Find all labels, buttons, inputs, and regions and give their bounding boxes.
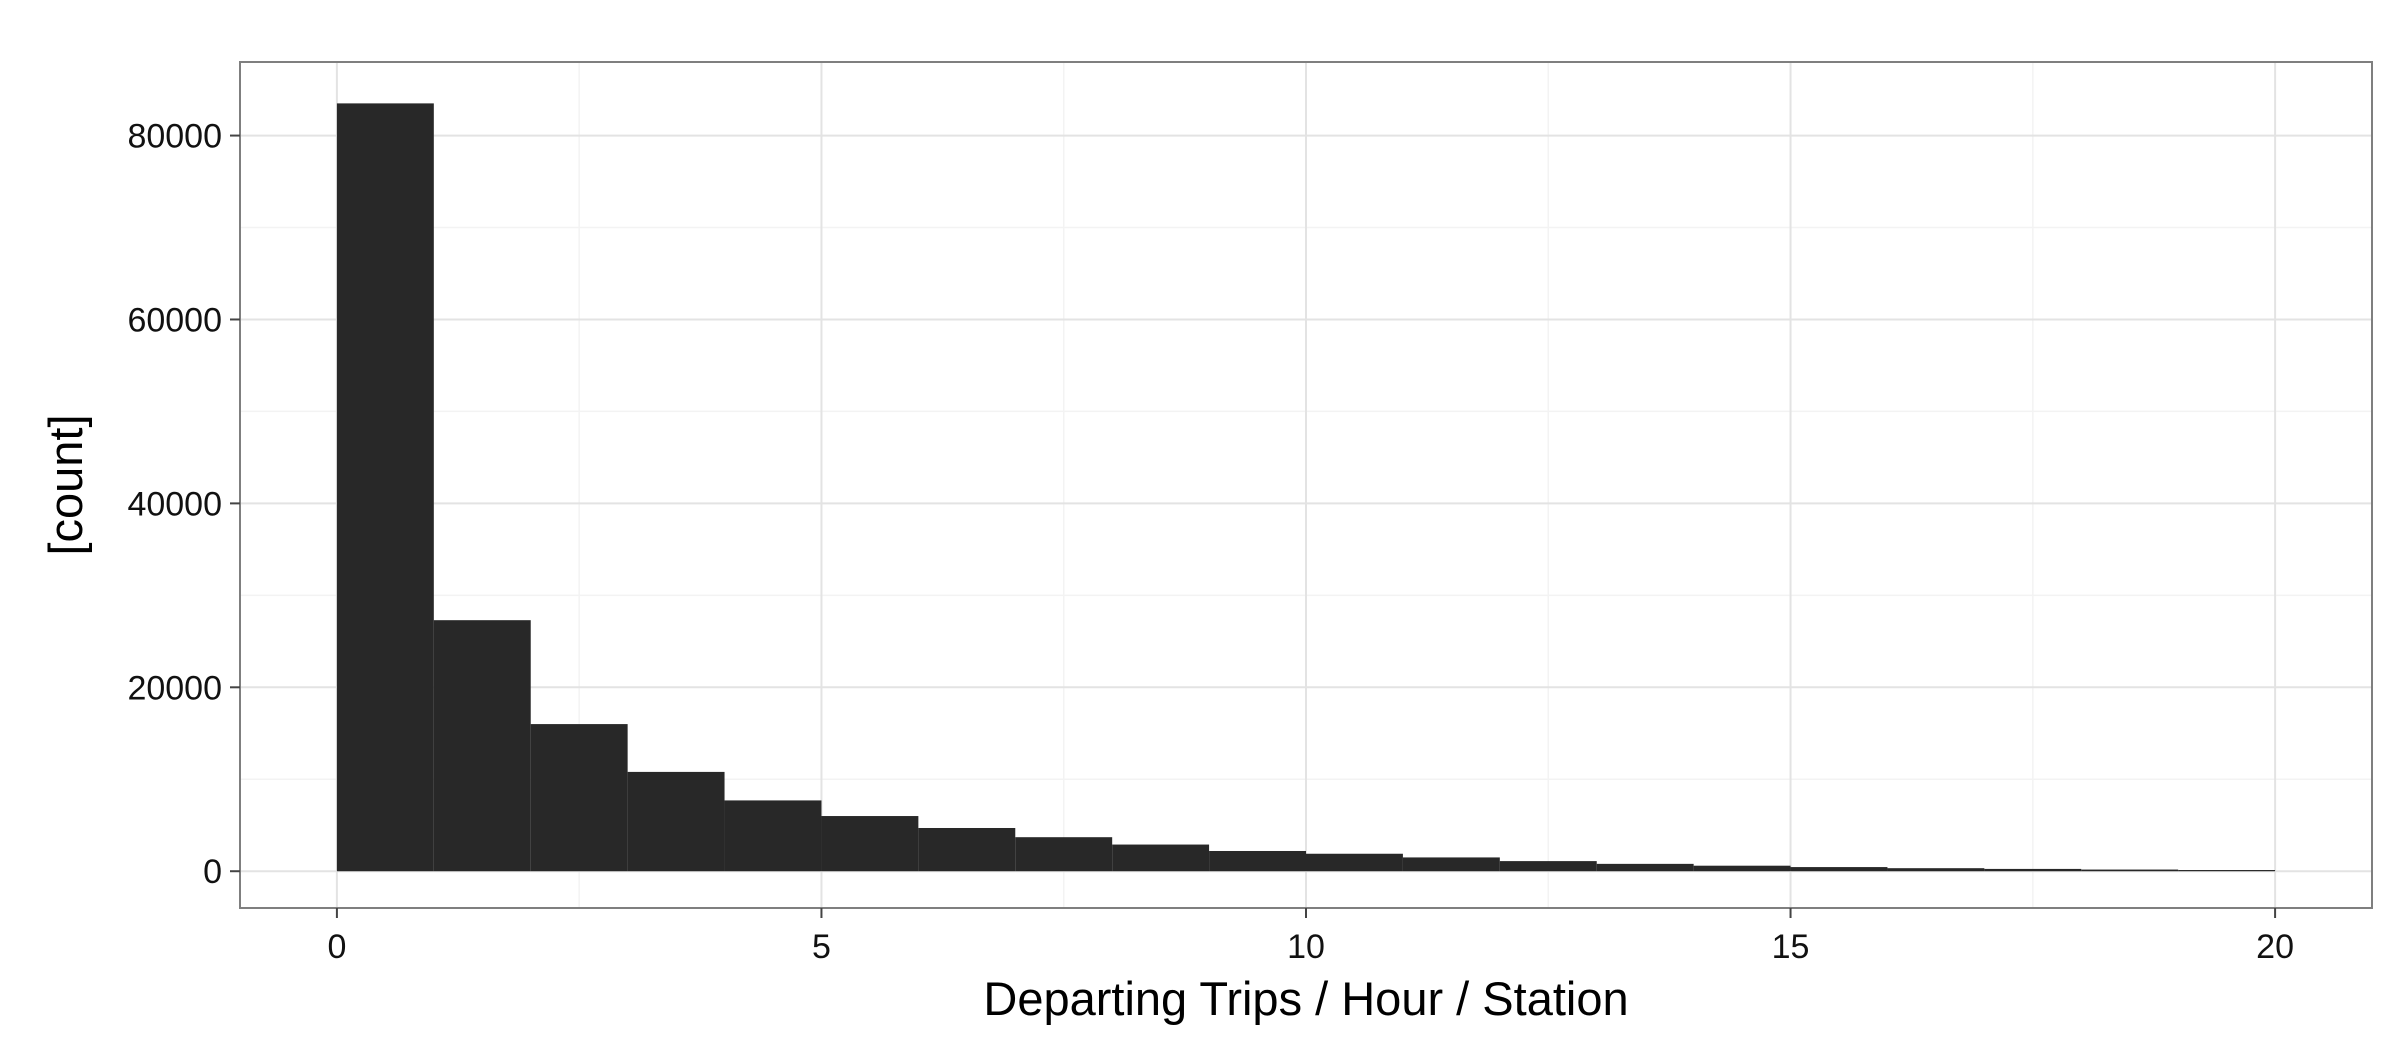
histogram-bar [336,103,434,872]
plot-area [239,61,2373,909]
x-tick-label: 0 [327,928,346,966]
histogram-bar [433,620,531,872]
histogram-bar [1402,857,1500,872]
histogram-bar [1209,850,1306,872]
histogram-bar [627,771,725,872]
x-tick-label: 10 [1287,928,1325,966]
x-tick-label: 20 [2256,928,2294,966]
histogram-bar [1693,865,1791,872]
x-tick-label: 5 [812,928,831,966]
y-tick-label: 0 [203,853,222,891]
histogram-bar [1596,863,1694,872]
histogram-bar [1112,844,1210,872]
y-axis: 0 20000 40000 60000 80000 [127,118,240,891]
y-tick-label: 20000 [127,669,222,707]
histogram-bar [1984,868,2082,872]
histogram-bar [2178,870,2276,872]
histogram-bar [821,816,919,872]
histogram-bars [336,103,2276,872]
histogram-bar [530,724,628,872]
histogram-bar [1306,853,1403,872]
y-tick-label: 40000 [127,485,222,523]
histogram-bar [1887,868,1985,872]
histogram-bar [1499,861,1597,872]
x-tick-label: 15 [1772,928,1810,966]
histogram-bar [2081,869,2179,872]
histogram-bar [1790,867,1888,872]
histogram-bar [724,800,822,872]
y-tick-label: 60000 [127,301,222,339]
x-axis-title: Departing Trips / Hour / Station [983,972,1628,1025]
y-tick-label: 80000 [127,118,222,156]
x-axis: 0 5 10 15 20 [327,908,2294,966]
histogram-bar [1015,837,1113,872]
histogram-bar [918,827,1016,872]
y-axis-title: [count] [39,414,92,555]
